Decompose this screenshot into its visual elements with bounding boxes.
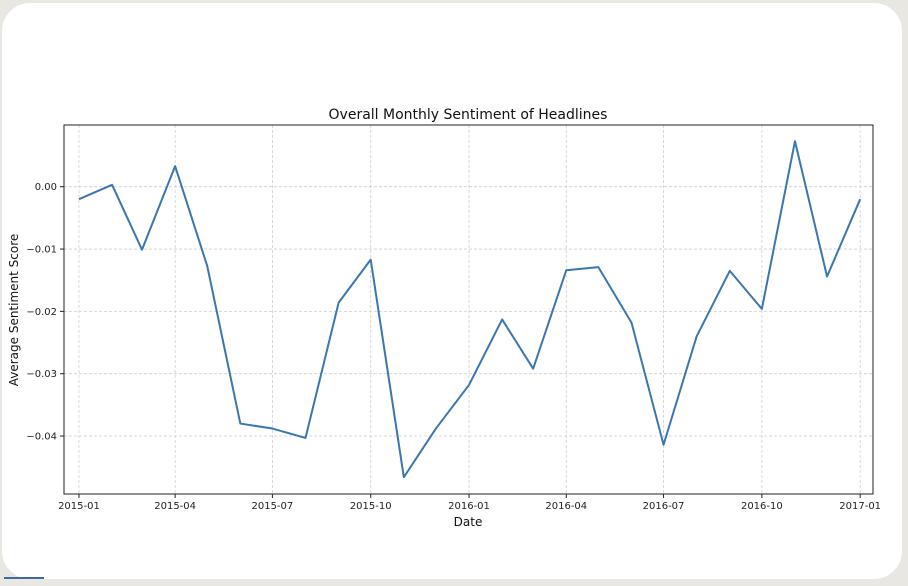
- x-tick-label: 2016-01: [448, 501, 490, 512]
- y-tick-label: −0.04: [26, 432, 57, 443]
- y-tick-label: −0.02: [26, 307, 57, 318]
- y-tick-label: −0.03: [26, 369, 57, 380]
- grid-lines: [64, 125, 873, 494]
- x-axis-ticks: 2015-01 2015-04 2015-07 2015-10 2016-01 2016-…: [58, 494, 881, 512]
- x-tick-label: 2016-07: [643, 501, 685, 512]
- x-tick-label: 2015-01: [58, 501, 100, 512]
- bottom-edge-marker: [4, 577, 44, 579]
- chart-title: Overall Monthly Sentiment of Headlines: [329, 107, 608, 123]
- y-tick-label: 0.00: [35, 182, 57, 193]
- x-tick-label: 2015-07: [251, 501, 293, 512]
- plot-frame: [63, 124, 874, 495]
- y-axis-label: Average Sentiment Score: [7, 234, 21, 387]
- x-tick-label: 2016-10: [741, 501, 783, 512]
- x-tick-label: 2017-01: [839, 501, 881, 512]
- chart-card: [2, 3, 902, 579]
- x-tick-label: 2015-10: [350, 501, 392, 512]
- series-line: [78, 140, 862, 479]
- y-tick-label: −0.01: [26, 245, 57, 256]
- x-tick-label: 2015-04: [154, 501, 196, 512]
- x-axis-label: Date: [454, 515, 483, 529]
- x-tick-label: 2016-04: [545, 501, 587, 512]
- y-axis-ticks: 0.00 −0.01 −0.02 −0.03 −0.04: [26, 182, 64, 443]
